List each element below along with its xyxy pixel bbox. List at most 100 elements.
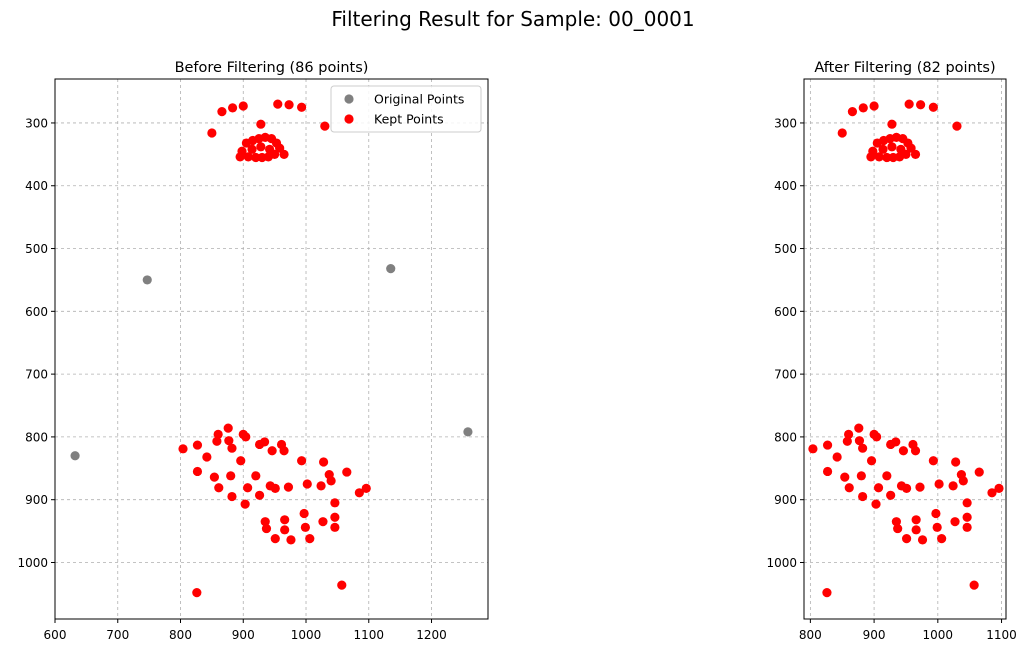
kept-point [273,99,283,109]
kept-point [297,456,307,466]
kept-point [822,588,832,598]
kept-point [241,138,251,148]
kept-point [950,517,960,527]
kept-point [837,128,847,138]
original-point [463,427,473,437]
legend-label: Kept Points [374,112,444,127]
kept-point [192,466,203,477]
kept-point [882,471,892,481]
kept-point [887,142,897,152]
kept-point [254,490,265,500]
y-tick-label: 300 [774,116,797,130]
kept-point [227,443,237,453]
axes-frame [803,78,1007,620]
kept-point [286,535,296,545]
x-tick-label: 1000 [923,628,954,642]
kept-point [202,452,212,462]
y-tick-label: 800 [774,430,797,444]
kept-point [910,446,921,456]
kept-point [822,440,833,450]
x-tick-label: 800 [799,628,822,642]
kept-point [891,437,901,447]
y-tick-label: 400 [25,179,48,193]
kept-point [241,432,251,442]
kept-point [318,457,329,467]
kept-point [840,472,850,482]
kept-point [361,483,371,493]
kept-point [866,152,876,162]
kept-point [854,423,864,433]
kept-point [911,515,921,525]
kept-point [962,522,972,532]
legend-label: Original Points [374,92,464,107]
kept-point [267,446,277,456]
kept-point [858,443,868,453]
kept-point [842,436,852,446]
kept-point [279,149,289,159]
kept-point [251,471,261,481]
kept-point [873,483,884,493]
kept-point [226,471,236,481]
y-tick-label: 600 [25,305,48,319]
kept-point [869,101,879,111]
kept-point [898,446,909,456]
kept-point [240,499,250,509]
y-tick-label: 600 [774,305,797,319]
before-filtering-plot: 600 700 800 900 1000 1100 1200 300 400 500 600 700 8… [17,60,489,642]
kept-point [243,152,253,162]
kept-point [962,512,972,522]
kept-point [330,522,340,532]
kept-point [214,483,224,493]
x-tick-label: 900 [232,628,255,642]
kept-point [270,483,280,493]
kept-point [305,534,315,544]
kept-point [337,580,347,590]
kept-point [330,512,340,522]
kept-point [854,436,865,446]
kept-point [866,456,877,466]
kept-point [958,476,968,486]
plot-title: Before Filtering (86 points) [175,60,369,76]
legend-box [330,85,482,133]
kept-point [886,490,896,500]
kept-point [882,152,892,163]
plot-title: After Filtering (82 points) [814,60,995,76]
kept-point [858,103,868,113]
y-tick-label: 300 [25,116,48,130]
kept-point [994,483,1004,493]
kept-point [207,128,217,138]
kept-point [300,522,310,532]
kept-point [969,580,979,590]
y-tick-label: 500 [774,242,797,256]
kept-point [265,144,275,154]
kept-point [299,508,309,519]
kept-point [962,498,972,508]
kept-point [279,446,289,456]
kept-point [192,588,202,598]
kept-point [808,444,818,454]
kept-point [937,534,947,544]
kept-point [844,429,854,439]
kept-point [227,491,237,502]
kept-point [260,517,270,527]
kept-point [213,429,223,439]
kept-point [832,452,842,462]
kept-point [342,467,352,477]
y-tick-label: 1000 [766,556,797,570]
kept-point [259,437,270,447]
legend-marker [344,94,354,104]
kept-point [209,472,219,482]
kept-point [192,440,203,450]
kept-point [354,488,364,498]
kept-point [948,481,958,491]
kept-point [915,482,925,492]
kept-point [247,144,257,154]
kept-point [283,482,294,492]
kept-point [302,479,312,489]
kept-point [284,100,294,110]
kept-point [235,152,245,162]
original-point [142,275,152,285]
kept-point [297,102,307,112]
kept-point [856,471,866,481]
kept-point [910,149,921,159]
